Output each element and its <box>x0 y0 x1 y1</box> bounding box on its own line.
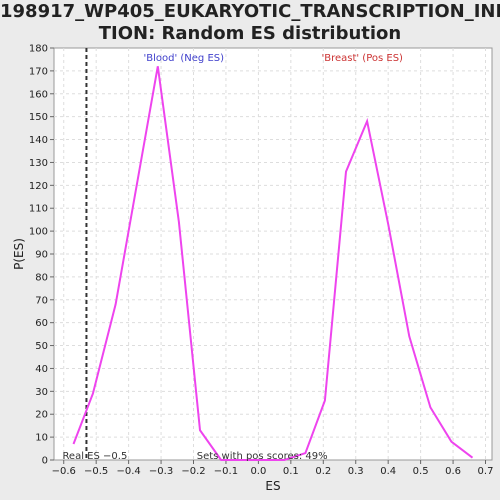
y-tick-label: 90 <box>35 250 48 261</box>
y-tick-label: 0 <box>42 456 48 467</box>
x-axis-ticks: −0.6 −0.5 −0.4 −0.3 −0.2 −0.1 0.0 0.1 0.2 0.3 0.4 0… <box>52 460 494 477</box>
x-tick-label: −0.2 <box>181 466 205 477</box>
y-axis-ticks: 0 10 20 30 40 50 60 70 80 90 100 110 120 130 140 150 160… <box>29 44 54 467</box>
y-tick-label: 100 <box>29 227 48 238</box>
y-tick-label: 80 <box>35 272 48 283</box>
x-tick-label: −0.3 <box>149 466 173 477</box>
x-tick-label: −0.4 <box>116 466 140 477</box>
y-tick-label: 40 <box>35 364 48 375</box>
y-tick-label: 130 <box>29 158 48 169</box>
x-tick-label: 0.4 <box>380 466 396 477</box>
y-tick-label: 20 <box>35 410 48 421</box>
grid-lines <box>54 48 492 460</box>
y-tick-label: 140 <box>29 135 48 146</box>
x-tick-label: 0.1 <box>283 466 299 477</box>
x-tick-label: 0.3 <box>348 466 364 477</box>
neg-es-label: 'Blood' (Neg ES) <box>144 53 225 64</box>
y-tick-label: 180 <box>29 44 48 55</box>
es-distribution-line <box>72 66 474 461</box>
y-tick-label: 30 <box>35 387 48 398</box>
x-tick-label: −0.5 <box>84 466 108 477</box>
x-tick-label: 0.7 <box>478 466 494 477</box>
x-tick-label: 0.2 <box>315 466 331 477</box>
y-tick-label: 110 <box>29 204 48 215</box>
chart-title-line-1: 198917_WP405_EUKARYOTIC_TRANSCRIPTION_IN… <box>0 1 500 22</box>
y-tick-label: 70 <box>35 295 48 306</box>
sets-pos-scores-label: Sets with pos scores: 49% <box>197 451 328 462</box>
y-axis-label: P(ES) <box>12 238 26 270</box>
y-tick-label: 10 <box>35 433 48 444</box>
y-tick-label: 50 <box>35 341 48 352</box>
y-tick-label: 60 <box>35 318 48 329</box>
real-es-label: Real ES −0.5 <box>62 451 127 462</box>
x-tick-label: 0.5 <box>413 466 429 477</box>
y-tick-label: 120 <box>29 181 48 192</box>
y-tick-label: 150 <box>29 112 48 123</box>
x-tick-label: 0.6 <box>445 466 461 477</box>
chart-title-line-2: TION: Random ES distribution <box>98 23 402 44</box>
x-tick-label: −0.1 <box>214 466 238 477</box>
pos-es-label: 'Breast' (Pos ES) <box>321 53 403 64</box>
x-tick-label: −0.6 <box>52 466 76 477</box>
y-tick-label: 170 <box>29 66 48 77</box>
x-axis-label: ES <box>265 479 280 493</box>
x-tick-label: 0.0 <box>250 466 266 477</box>
y-tick-label: 160 <box>29 89 48 100</box>
